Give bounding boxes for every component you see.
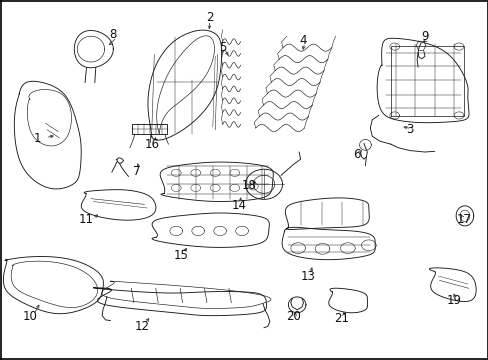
Text: 19: 19 <box>446 294 461 307</box>
Text: 8: 8 <box>109 28 116 41</box>
Text: 10: 10 <box>22 310 37 324</box>
Text: 14: 14 <box>232 199 246 212</box>
Text: 18: 18 <box>242 179 256 192</box>
Text: 2: 2 <box>206 12 214 24</box>
Text: 13: 13 <box>300 270 315 283</box>
Text: 9: 9 <box>420 30 428 43</box>
Text: 6: 6 <box>352 148 360 161</box>
Text: 5: 5 <box>219 41 226 54</box>
Text: 17: 17 <box>455 213 470 226</box>
Text: 3: 3 <box>406 123 413 136</box>
Bar <box>132 124 167 134</box>
Text: 20: 20 <box>285 310 300 324</box>
Text: 21: 21 <box>334 311 349 325</box>
Text: 7: 7 <box>133 165 141 177</box>
Text: 1: 1 <box>34 132 41 145</box>
Text: 12: 12 <box>134 320 149 333</box>
Text: 11: 11 <box>79 213 93 226</box>
Text: 16: 16 <box>144 138 159 150</box>
Text: 15: 15 <box>173 249 188 262</box>
Text: 4: 4 <box>299 33 306 47</box>
